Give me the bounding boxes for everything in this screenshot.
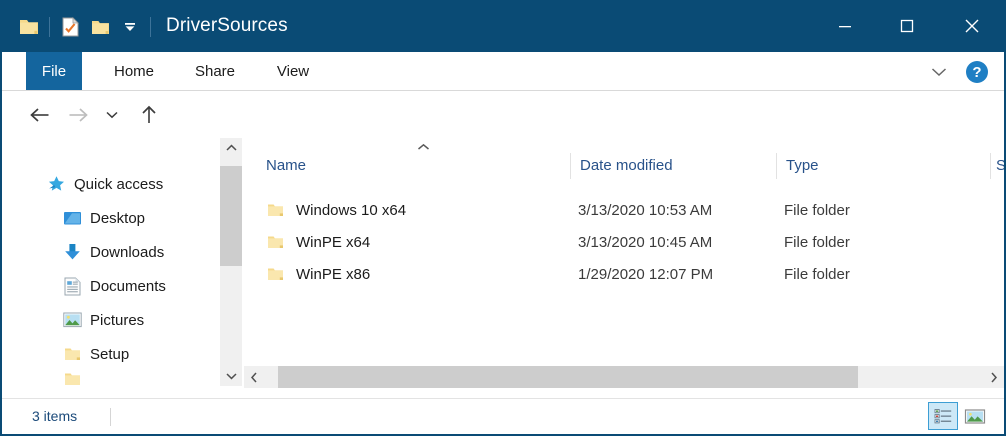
folder-icon [62, 344, 82, 364]
table-row[interactable]: WinPE x86 1/29/2020 12:07 PM File folder [244, 258, 1004, 290]
close-button[interactable] [938, 0, 1006, 52]
tab-share[interactable]: Share [194, 63, 236, 80]
ribbon-tab-bar: File Home Share View ? [0, 52, 1006, 91]
sidebar-item-label: Documents [90, 277, 166, 295]
help-icon[interactable]: ? [966, 61, 988, 83]
status-divider [110, 408, 111, 426]
sidebar-item-documents[interactable]: Documents [2, 270, 220, 302]
documents-icon [62, 276, 82, 296]
details-view-button[interactable] [928, 402, 958, 430]
column-header-type[interactable]: Type [786, 157, 819, 174]
scroll-down-arrow-icon[interactable] [220, 366, 242, 386]
large-icons-view-button[interactable] [960, 402, 990, 430]
tab-file[interactable]: File [26, 52, 82, 91]
type-cell: File folder [784, 233, 850, 251]
title-bar: DriverSources [0, 0, 1006, 52]
system-menu-folder-icon[interactable] [14, 13, 44, 41]
window-controls [814, 0, 1006, 52]
forward-button [62, 99, 94, 131]
qat-separator-1 [49, 17, 50, 37]
sidebar-item-label: Downloads [90, 243, 165, 261]
scroll-right-arrow-icon[interactable] [984, 366, 1004, 388]
horizontal-scrollbar[interactable] [244, 366, 1004, 388]
explorer-body: Quick access Desktop [0, 138, 1006, 398]
sidebar-item-partial[interactable] [2, 372, 220, 386]
sidebar-item-desktop[interactable]: Desktop [2, 202, 220, 234]
item-count-label: 3 items [32, 408, 78, 424]
properties-icon[interactable] [55, 13, 85, 41]
sidebar-item-label: Desktop [90, 209, 146, 227]
sidebar-item-label: Pictures [90, 311, 145, 329]
downloads-icon [62, 242, 82, 262]
star-icon [46, 174, 66, 194]
column-divider[interactable] [776, 153, 777, 179]
file-name-cell: WinPE x64 [266, 233, 370, 251]
file-name-label: Windows 10 x64 [296, 201, 407, 219]
column-divider[interactable] [570, 153, 571, 179]
quick-access-toolbar [14, 13, 156, 41]
tab-home[interactable]: Home [113, 63, 154, 80]
chevron-down-icon[interactable] [928, 61, 950, 83]
up-button[interactable] [133, 99, 165, 131]
sidebar-item-label: Quick access [74, 175, 164, 193]
status-bar: 3 items [2, 398, 1004, 434]
maximize-button[interactable] [876, 0, 938, 52]
file-list: Name Date modified Type S [244, 138, 1004, 398]
new-folder-icon[interactable] [85, 13, 115, 41]
date-modified-cell: 3/13/2020 10:45 AM [578, 233, 713, 251]
qat-separator-2 [150, 17, 151, 37]
date-modified-cell: 1/29/2020 12:07 PM [578, 265, 714, 283]
sidebar-item-quick-access[interactable]: Quick access [2, 168, 220, 200]
pictures-icon [62, 310, 82, 330]
file-name-cell: WinPE x86 [266, 265, 370, 283]
desktop-icon [62, 208, 82, 228]
sidebar-item-label: Setup [90, 345, 130, 363]
table-row[interactable]: Windows 10 x64 3/13/2020 10:53 AM File f… [244, 194, 1004, 226]
sidebar-item-downloads[interactable]: Downloads [2, 236, 220, 268]
folder-icon [266, 265, 284, 283]
address-toolbar: « cm01 Sources$ OSD DriverSources [0, 92, 1006, 223]
window-border-left [0, 52, 2, 436]
folder-icon [266, 201, 284, 219]
sidebar-item-pictures[interactable]: Pictures [2, 304, 220, 336]
window-border-right [1004, 52, 1006, 436]
column-divider[interactable] [990, 153, 991, 179]
type-cell: File folder [784, 201, 850, 219]
date-modified-cell: 3/13/2020 10:53 AM [578, 201, 713, 219]
folder-icon [266, 233, 284, 251]
recent-locations-icon[interactable] [100, 99, 124, 131]
tab-view[interactable]: View [276, 63, 310, 80]
navigation-pane-scrollbar[interactable] [220, 138, 242, 386]
back-button[interactable] [24, 99, 56, 131]
ribbon-divider [0, 90, 1006, 91]
file-name-label: WinPE x86 [296, 265, 371, 283]
navigation-pane: Quick access Desktop [2, 138, 220, 398]
window-border-bottom [0, 434, 1006, 436]
folder-icon [62, 372, 82, 386]
column-header-name[interactable]: Name [266, 157, 307, 174]
window-title: DriverSources [166, 15, 288, 36]
column-header-row: Name Date modified Type S [244, 143, 1004, 184]
scrollbar-thumb[interactable] [220, 166, 242, 266]
customize-qat-dropdown-icon[interactable] [115, 13, 145, 41]
table-row[interactable]: WinPE x64 3/13/2020 10:45 AM File folder [244, 226, 1004, 258]
minimize-button[interactable] [814, 0, 876, 52]
scrollbar-thumb[interactable] [278, 366, 858, 388]
column-header-date-modified[interactable]: Date modified [580, 157, 673, 174]
scroll-up-arrow-icon[interactable] [220, 138, 242, 158]
sort-ascending-icon [416, 142, 430, 152]
file-name-cell: Windows 10 x64 [266, 201, 406, 219]
scroll-left-arrow-icon[interactable] [244, 366, 264, 388]
column-header-size[interactable]: S [996, 157, 1004, 174]
view-mode-buttons [928, 402, 990, 430]
file-name-label: WinPE x64 [296, 233, 371, 251]
sidebar-item-setup[interactable]: Setup [2, 338, 220, 370]
type-cell: File folder [784, 265, 850, 283]
